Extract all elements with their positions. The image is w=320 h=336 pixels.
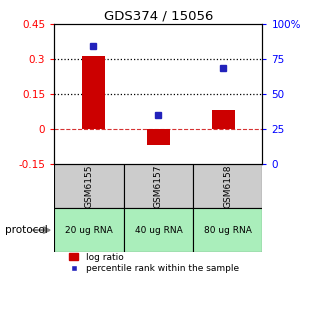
Text: protocol: protocol xyxy=(5,225,48,235)
Bar xyxy=(124,208,193,252)
Bar xyxy=(124,164,193,208)
Legend: log ratio, percentile rank within the sample: log ratio, percentile rank within the sa… xyxy=(69,253,239,274)
Text: GSM6155: GSM6155 xyxy=(84,164,93,208)
Bar xyxy=(82,56,105,129)
Title: GDS374 / 15056: GDS374 / 15056 xyxy=(104,9,213,23)
Bar xyxy=(54,208,124,252)
Bar xyxy=(212,110,235,129)
Text: 80 ug RNA: 80 ug RNA xyxy=(204,226,252,235)
Bar xyxy=(193,208,262,252)
Bar xyxy=(54,164,124,208)
Text: 40 ug RNA: 40 ug RNA xyxy=(134,226,182,235)
Text: GSM6157: GSM6157 xyxy=(154,164,163,208)
Bar xyxy=(193,164,262,208)
Bar xyxy=(147,129,170,145)
Text: GSM6158: GSM6158 xyxy=(223,164,232,208)
Text: 20 ug RNA: 20 ug RNA xyxy=(65,226,113,235)
